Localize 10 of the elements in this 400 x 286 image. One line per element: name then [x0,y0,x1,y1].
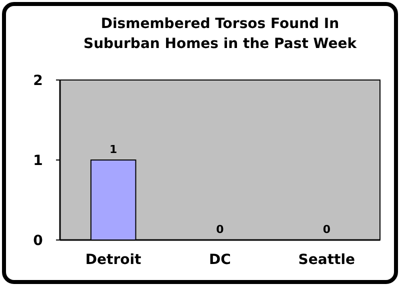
x-tick-label: DC [209,252,231,268]
y-tick-label: 2 [33,72,43,89]
data-label: 0 [322,223,331,236]
y-tick-label: 1 [33,152,43,169]
y-tick-label: 0 [33,232,44,249]
data-label: 1 [110,143,118,156]
x-tick-label: Detroit [85,252,142,268]
data-label: 0 [216,223,224,236]
chart-title: Dismembered Torsos Found In Suburban Homes in the Past Week [83,16,358,52]
x-tick-label: Seattle [298,252,356,268]
